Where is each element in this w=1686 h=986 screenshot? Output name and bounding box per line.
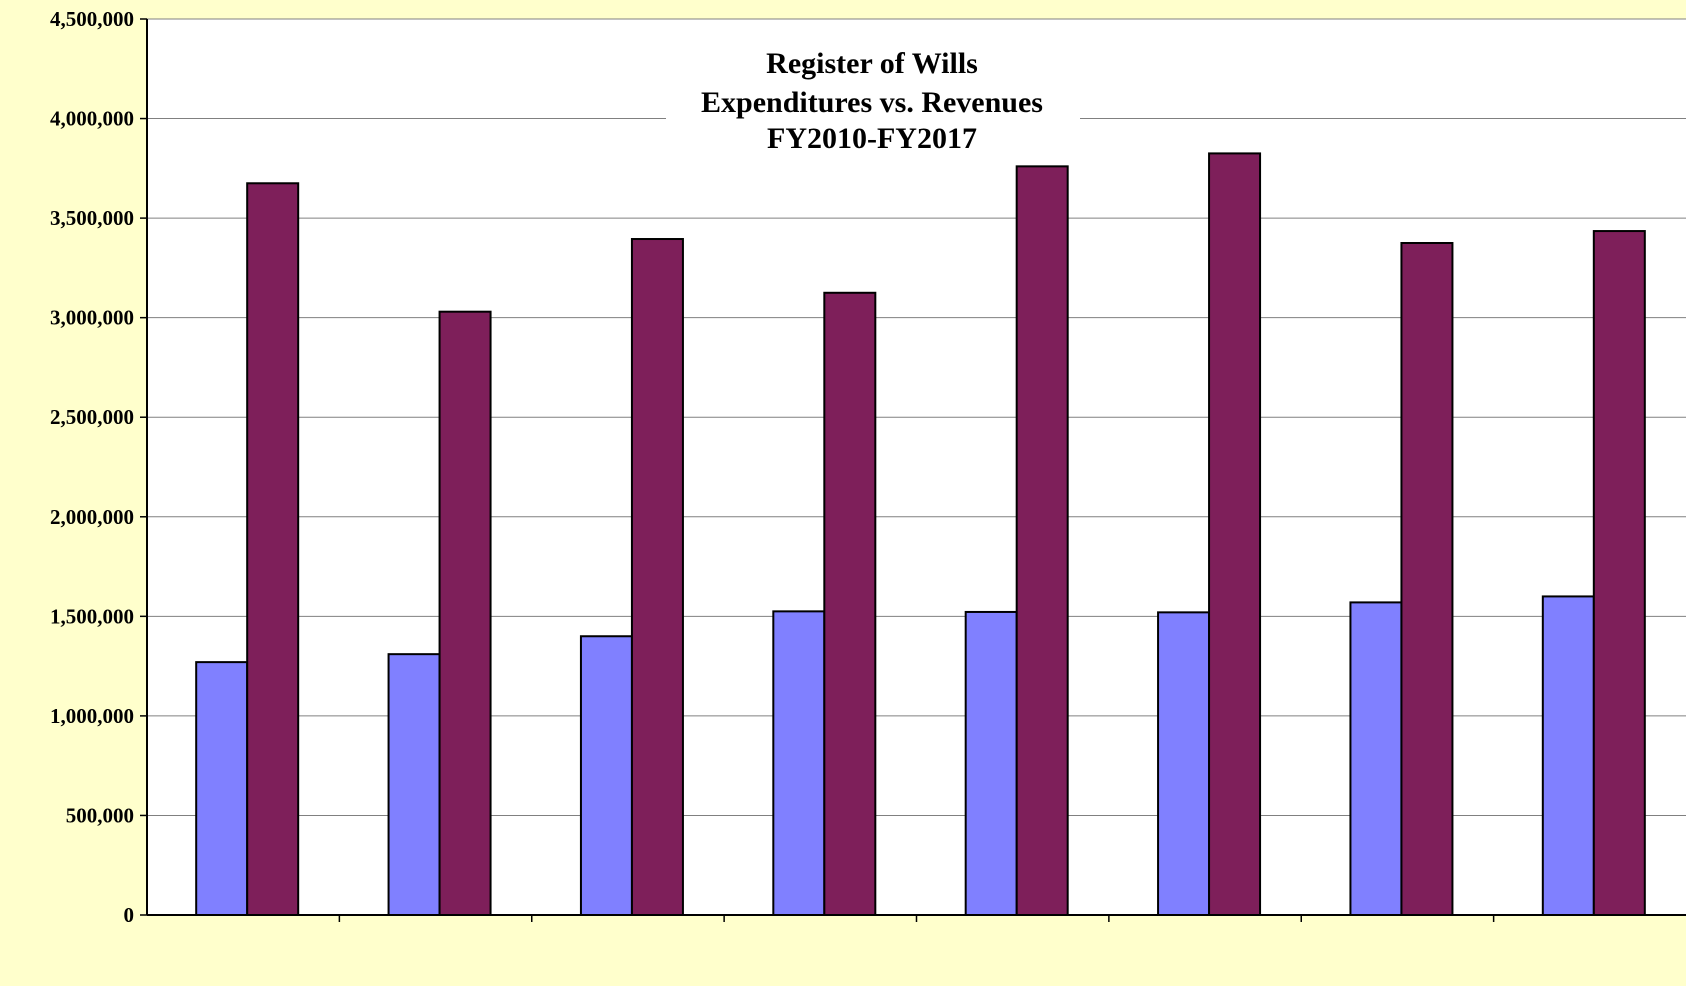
y-tick-label: 4,500,000 (50, 7, 134, 31)
bars (195, 152, 1646, 917)
y-tick-label: 2,500,000 (50, 405, 134, 429)
bar-series-1 (1349, 601, 1403, 916)
chart-title-background (666, 42, 1080, 160)
y-tick-label: 1,500,000 (50, 604, 134, 628)
chart-title-line-3: FY2010-FY2017 (767, 122, 977, 155)
bar-series-1 (195, 661, 249, 917)
y-tick-label: 2,000,000 (50, 505, 134, 529)
bar-series-1 (579, 635, 633, 916)
y-axis-tick-labels: 0 500,000 1,000,000 1,500,000 2,000,000 2,500… (50, 7, 147, 927)
bar-series-2 (1592, 230, 1646, 916)
y-tick-label: 500,000 (66, 803, 134, 827)
bar-series-2 (1400, 242, 1454, 916)
bar-series-2 (1015, 165, 1069, 916)
bar-series-2 (246, 182, 300, 916)
chart-title-line-1: Register of Wills (766, 47, 978, 80)
y-tick-label: 1,000,000 (50, 704, 134, 728)
bar-series-2 (630, 238, 684, 917)
bar-series-1 (1157, 611, 1211, 917)
bar-series-1 (1541, 595, 1595, 917)
bar-series-2 (438, 310, 492, 916)
y-tick-label: 0 (124, 903, 135, 927)
y-tick-label: 3,000,000 (50, 306, 134, 330)
bar-series-2 (1208, 152, 1262, 916)
y-tick-label: 3,500,000 (50, 206, 134, 230)
bar-series-1 (964, 610, 1018, 916)
bar-series-1 (387, 653, 441, 916)
bar-series-2 (823, 291, 877, 916)
x-axis-tick-marks (338, 915, 1495, 922)
chart-title-line-2: Expenditures vs. Revenues (701, 86, 1043, 119)
y-tick-label: 4,000,000 (50, 107, 134, 131)
bar-series-1 (772, 610, 826, 916)
chart-title: Register of Wills Expenditures vs. Reven… (666, 42, 1080, 160)
